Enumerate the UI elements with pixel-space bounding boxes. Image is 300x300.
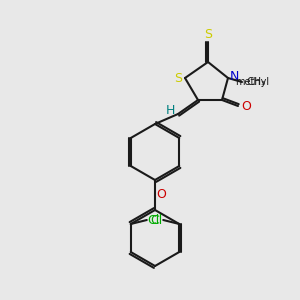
Text: O: O xyxy=(241,100,251,112)
Text: Cl: Cl xyxy=(147,214,159,226)
Text: methyl: methyl xyxy=(235,77,269,87)
Text: H: H xyxy=(165,103,175,116)
Text: N: N xyxy=(229,70,239,83)
Text: CH₃: CH₃ xyxy=(246,77,265,87)
Text: S: S xyxy=(174,71,182,85)
Text: O: O xyxy=(156,188,166,200)
Text: S: S xyxy=(204,28,212,40)
Text: Cl: Cl xyxy=(151,214,163,226)
